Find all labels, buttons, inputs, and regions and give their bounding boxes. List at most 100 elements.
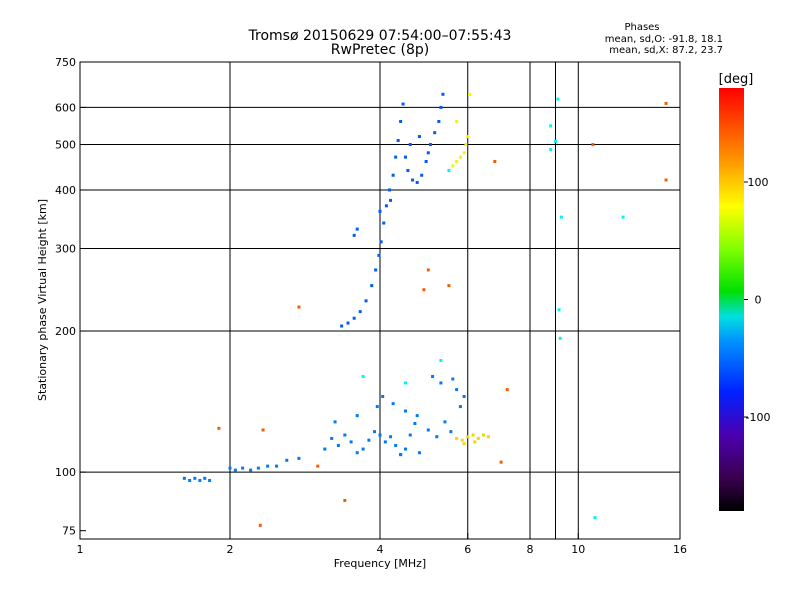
data-point (415, 180, 419, 184)
data-point (433, 131, 437, 135)
data-point (435, 435, 439, 439)
data-point (415, 414, 419, 418)
stats-heading: Phases (624, 22, 659, 33)
data-point (193, 476, 197, 480)
colorbar-label: [deg] (719, 72, 754, 87)
data-point (426, 151, 430, 155)
x-tick-label: 1 (77, 543, 84, 556)
data-point (408, 143, 412, 147)
data-point (208, 478, 212, 482)
data-point (466, 435, 470, 439)
chart-subtitle: RwPretec (8p) (331, 42, 429, 58)
data-point (217, 426, 221, 430)
stats-line-x: mean, sd,X: 87.2, 23.7 (609, 45, 723, 56)
data-point (388, 188, 392, 192)
data-point (391, 173, 395, 177)
data-point (346, 321, 350, 325)
data-point (355, 451, 359, 455)
data-point (379, 240, 383, 244)
data-point (383, 440, 387, 444)
data-point (464, 143, 468, 147)
data-point (422, 288, 426, 292)
data-point (340, 324, 344, 328)
data-point (443, 420, 447, 424)
data-point (466, 135, 470, 139)
data-point (403, 409, 407, 413)
data-point (336, 443, 340, 447)
data-point (449, 430, 453, 434)
data-point (420, 173, 424, 177)
data-point (399, 119, 403, 123)
data-point (437, 119, 441, 123)
data-point (439, 359, 443, 363)
data-point (549, 124, 553, 128)
x-axis-label: Frequency [MHz] (334, 557, 426, 570)
data-point (343, 498, 347, 502)
y-tick-label: 100 (55, 466, 76, 479)
data-point (558, 336, 562, 340)
x-tick-label: 10 (571, 543, 585, 556)
y-tick-label: 400 (55, 184, 76, 197)
data-point (399, 453, 403, 457)
y-tick-label: 750 (55, 56, 76, 69)
data-point (417, 451, 421, 455)
data-point (297, 305, 301, 309)
data-point (297, 456, 301, 460)
data-point (361, 374, 365, 378)
data-point (233, 468, 237, 472)
data-point (505, 388, 509, 392)
data-point (476, 436, 480, 440)
y-tick-label: 300 (55, 243, 76, 256)
data-point (333, 420, 337, 424)
data-point (266, 464, 270, 468)
data-point (249, 468, 253, 472)
data-point (403, 381, 407, 385)
data-point (256, 466, 260, 470)
data-point (355, 414, 359, 418)
data-point (556, 97, 560, 101)
data-point (391, 402, 395, 406)
data-point (557, 308, 561, 312)
data-point (462, 395, 466, 399)
data-point (358, 310, 362, 314)
y-tick-label: 75 (62, 525, 76, 538)
data-point (439, 105, 443, 109)
data-point (394, 443, 398, 447)
data-point (381, 395, 385, 399)
grid-lines (80, 62, 680, 539)
colorbar (719, 88, 744, 511)
data-point (413, 421, 417, 425)
data-point (382, 221, 386, 225)
y-tick-label: 500 (55, 139, 76, 152)
x-tick-label: 4 (377, 543, 384, 556)
data-point (426, 428, 430, 432)
data-point (451, 164, 455, 168)
data-point (378, 209, 382, 213)
data-point (591, 143, 595, 147)
data-point (377, 253, 381, 257)
data-point (493, 160, 497, 164)
data-point (355, 227, 359, 231)
data-point (499, 460, 503, 464)
x-tick-label: 8 (527, 543, 534, 556)
data-point (389, 198, 393, 202)
data-point (188, 478, 192, 482)
data-point (664, 178, 668, 182)
data-point (462, 442, 466, 446)
data-point (428, 143, 432, 147)
data-point (455, 388, 459, 392)
data-point (458, 405, 462, 409)
data-point (367, 438, 371, 442)
data-point (364, 299, 368, 303)
colorbar-tick-label: 0 (755, 294, 762, 307)
data-point (323, 447, 327, 451)
data-point (241, 466, 245, 470)
x-tick-label: 16 (673, 543, 687, 556)
data-point (462, 151, 466, 155)
data-point (403, 447, 407, 451)
data-point (394, 155, 398, 159)
data-point (549, 147, 553, 151)
data-point (621, 215, 625, 219)
x-axis: 1 2 4 6 8 10 16 (77, 533, 687, 556)
